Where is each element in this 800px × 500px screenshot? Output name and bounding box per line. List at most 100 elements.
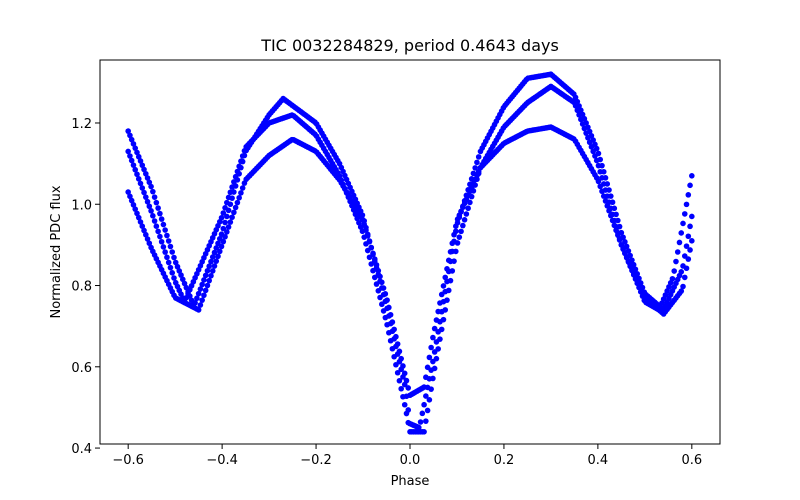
data-point xyxy=(689,173,695,179)
data-point xyxy=(127,132,133,139)
y-tick-label: 0.8 xyxy=(71,280,92,295)
data-point xyxy=(384,297,390,303)
data-point xyxy=(157,233,163,240)
data-point xyxy=(370,250,376,257)
data-point xyxy=(169,270,176,276)
data-point xyxy=(671,268,677,274)
data-point xyxy=(396,377,403,384)
data-point xyxy=(148,208,154,214)
data-point xyxy=(224,229,230,235)
data-point xyxy=(597,168,604,175)
data-point xyxy=(137,158,144,164)
data-point xyxy=(151,218,158,224)
data-point xyxy=(150,188,156,195)
y-tick-label: 1.2 xyxy=(71,117,92,132)
data-point xyxy=(201,292,207,299)
data-point xyxy=(125,148,131,155)
data-point xyxy=(613,227,619,234)
data-point xyxy=(403,377,410,384)
data-point xyxy=(146,179,153,186)
data-point xyxy=(453,248,459,255)
data-point xyxy=(400,363,406,369)
data-point xyxy=(416,424,422,431)
data-point xyxy=(199,297,205,303)
data-point xyxy=(590,148,596,155)
data-point xyxy=(386,329,392,336)
x-axis-label: Phase xyxy=(391,474,430,489)
data-point xyxy=(453,223,459,229)
x-tick-label: 0.0 xyxy=(400,453,421,468)
data-point xyxy=(673,258,679,265)
data-point xyxy=(680,220,686,227)
data-point xyxy=(130,141,137,147)
data-point xyxy=(220,210,227,216)
data-point xyxy=(401,370,408,377)
data-point xyxy=(440,283,447,289)
chart-title: TIC 0032284829, period 0.4643 days xyxy=(260,36,559,55)
data-point xyxy=(460,222,466,229)
data-point xyxy=(616,237,623,243)
data-point xyxy=(428,344,434,351)
data-point xyxy=(201,277,207,283)
data-point xyxy=(461,217,468,223)
data-point xyxy=(153,199,160,206)
data-point xyxy=(442,274,449,281)
data-point xyxy=(435,346,441,352)
data-point xyxy=(689,238,695,244)
data-point xyxy=(689,213,695,220)
data-point xyxy=(592,153,598,159)
data-point xyxy=(135,176,142,182)
data-point xyxy=(618,242,625,248)
data-point xyxy=(393,333,399,340)
data-point xyxy=(141,189,147,196)
data-point xyxy=(150,213,156,219)
data-point xyxy=(373,281,380,287)
data-point xyxy=(440,316,447,323)
data-point xyxy=(424,364,431,371)
data-point xyxy=(213,258,220,264)
x-tick-label: 0.4 xyxy=(588,453,609,468)
data-point xyxy=(202,272,209,279)
data-point xyxy=(430,334,436,341)
data-point xyxy=(220,238,227,245)
data-point xyxy=(375,267,382,274)
data-point xyxy=(588,144,595,150)
data-point xyxy=(139,223,146,229)
data-point xyxy=(474,159,480,166)
data-point xyxy=(197,302,204,308)
data-point xyxy=(204,282,211,289)
data-point xyxy=(639,293,646,299)
data-point xyxy=(600,193,607,199)
data-point xyxy=(685,192,692,198)
data-point xyxy=(208,258,214,265)
data-point xyxy=(158,216,165,222)
data-point xyxy=(368,261,375,267)
data-point xyxy=(232,173,239,180)
data-point xyxy=(396,348,403,355)
data-point xyxy=(581,125,588,132)
data-point xyxy=(174,263,181,270)
data-point xyxy=(137,219,144,225)
data-point xyxy=(426,354,433,361)
data-point xyxy=(438,326,445,333)
data-point xyxy=(669,275,676,282)
data-point xyxy=(373,262,380,268)
data-point xyxy=(132,166,139,173)
data-point xyxy=(572,102,579,109)
data-point xyxy=(394,369,401,376)
data-point xyxy=(572,94,579,101)
data-point xyxy=(630,271,637,278)
data-point xyxy=(678,269,685,275)
data-point xyxy=(143,170,149,177)
data-point xyxy=(421,384,427,390)
data-point xyxy=(137,180,144,187)
data-point xyxy=(433,355,440,362)
data-point xyxy=(674,249,681,255)
data-point xyxy=(162,227,168,233)
data-point xyxy=(231,179,237,185)
data-point xyxy=(135,214,142,221)
data-point xyxy=(211,249,218,256)
data-point xyxy=(423,393,429,399)
data-point xyxy=(380,285,387,291)
